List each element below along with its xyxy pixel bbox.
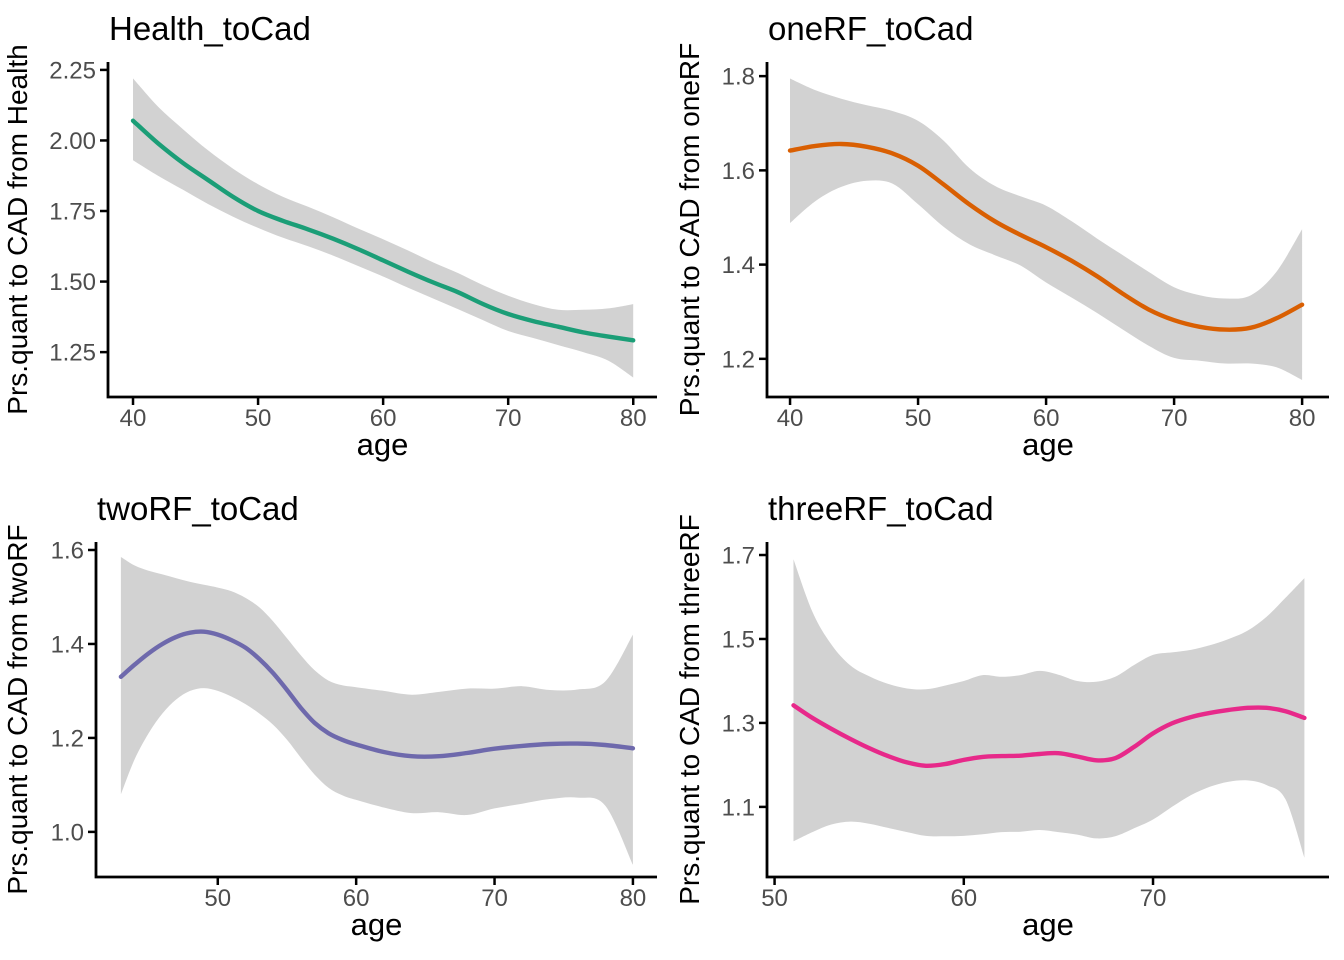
x-tick-label: 80 [620, 405, 647, 432]
y-tick-label: 1.25 [49, 340, 96, 367]
x-tick-label: 50 [761, 885, 788, 912]
x-axis-label: age [1022, 427, 1074, 462]
axis-lines [765, 542, 1329, 879]
confidence-band [793, 559, 1305, 858]
plot-title: twoRF_toCad [97, 490, 299, 527]
x-tick-label: 50 [245, 405, 272, 432]
axis-lines [94, 542, 657, 879]
y-axis-label: Prs.quant to CAD from Health [2, 44, 33, 414]
smooth-line [787, 141, 1305, 332]
x-tick-label: 60 [950, 885, 977, 912]
y-tick-label: 1.2 [722, 346, 755, 373]
x-tick-label: 70 [1140, 885, 1167, 912]
x-tick-label: 50 [905, 405, 932, 432]
plot-title: oneRF_toCad [768, 10, 973, 47]
x-tick-label: 40 [120, 405, 147, 432]
y-tick-label: 1.0 [51, 819, 84, 846]
axis-lines [106, 62, 657, 399]
y-tick-label: 1.4 [722, 252, 755, 279]
x-tick-label: 80 [1289, 405, 1316, 432]
x-tick-label: 40 [777, 405, 804, 432]
y-tick-label: 1.75 [49, 199, 96, 226]
x-tick-label: 50 [204, 885, 231, 912]
y-tick-label: 1.6 [51, 537, 84, 564]
x-tick-label: 70 [481, 885, 508, 912]
plot-title: threeRF_toCad [768, 490, 994, 527]
x-axis-label: age [1022, 907, 1074, 942]
y-tick-label: 1.50 [49, 269, 96, 296]
y-axis-label: Prs.quant to CAD from twoRF [2, 524, 33, 894]
smooth-line [791, 703, 1307, 769]
confidence-band [120, 557, 633, 865]
y-tick-label: 1.1 [722, 794, 755, 821]
y-tick-label: 2.25 [49, 57, 96, 84]
axis-lines [765, 62, 1329, 399]
plot-title: Health_toCad [109, 10, 311, 47]
chart-health-tocad: 40 50 60 70 80 1.25 1.50 1.75 2.00 2.25 Health_toC… [2, 10, 657, 462]
confidence-band [133, 78, 634, 378]
x-tick-label: 60 [370, 405, 397, 432]
y-axis-label: Prs.quant to CAD from oneRF [674, 43, 705, 416]
y-tick-label: 1.7 [722, 543, 755, 570]
smooth-line [118, 629, 636, 759]
y-tick-label: 1.3 [722, 710, 755, 737]
smooth-line [130, 118, 636, 343]
y-axis-label: Prs.quant to CAD from threeRF [674, 514, 705, 905]
x-axis-label: age [351, 907, 403, 942]
x-tick-label: 60 [1033, 405, 1060, 432]
x-tick-label: 80 [620, 885, 647, 912]
x-tick-label: 60 [343, 885, 370, 912]
y-tick-label: 1.4 [51, 631, 84, 658]
y-tick-label: 1.5 [722, 626, 755, 653]
y-tick-label: 1.6 [722, 158, 755, 185]
y-tick-label: 2.00 [49, 128, 96, 155]
panel-health-tocad: 40 50 60 70 80 1.25 1.50 1.75 2.00 2.25 Health_toC… [0, 0, 672, 480]
x-tick-label: 70 [1161, 405, 1188, 432]
confidence-band [790, 78, 1303, 380]
y-tick-label: 1.2 [51, 725, 84, 752]
y-tick-label: 1.8 [722, 64, 755, 91]
x-tick-label: 70 [495, 405, 522, 432]
x-axis-label: age [357, 427, 409, 462]
